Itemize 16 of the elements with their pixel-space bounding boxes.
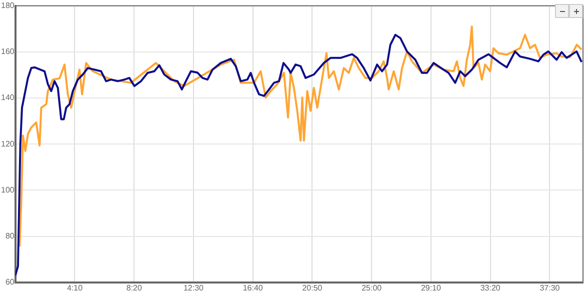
y-tick-label: 100 (0, 185, 15, 194)
x-tick-label: 4:10 (66, 283, 84, 292)
x-tick-label: 29:10 (420, 283, 442, 292)
x-tick-label: 8:20 (126, 283, 142, 292)
y-tick-label: 120 (0, 139, 15, 148)
x-tick-label: 37:30 (540, 283, 560, 292)
x-tick-label: 12:30 (183, 283, 204, 292)
y-tick-label: 80 (5, 232, 15, 241)
x-tick-label: 25:00 (362, 283, 382, 292)
x-tick-label: 16:40 (242, 283, 264, 292)
y-tick-label: 60 (5, 278, 15, 287)
y-tick-label: 140 (0, 93, 15, 102)
x-tick-label: 33:20 (480, 283, 501, 292)
y-tick-label: 160 (0, 47, 15, 56)
y-tick-label: 180 (0, 1, 15, 10)
x-tick-label: 20:50 (302, 283, 323, 292)
